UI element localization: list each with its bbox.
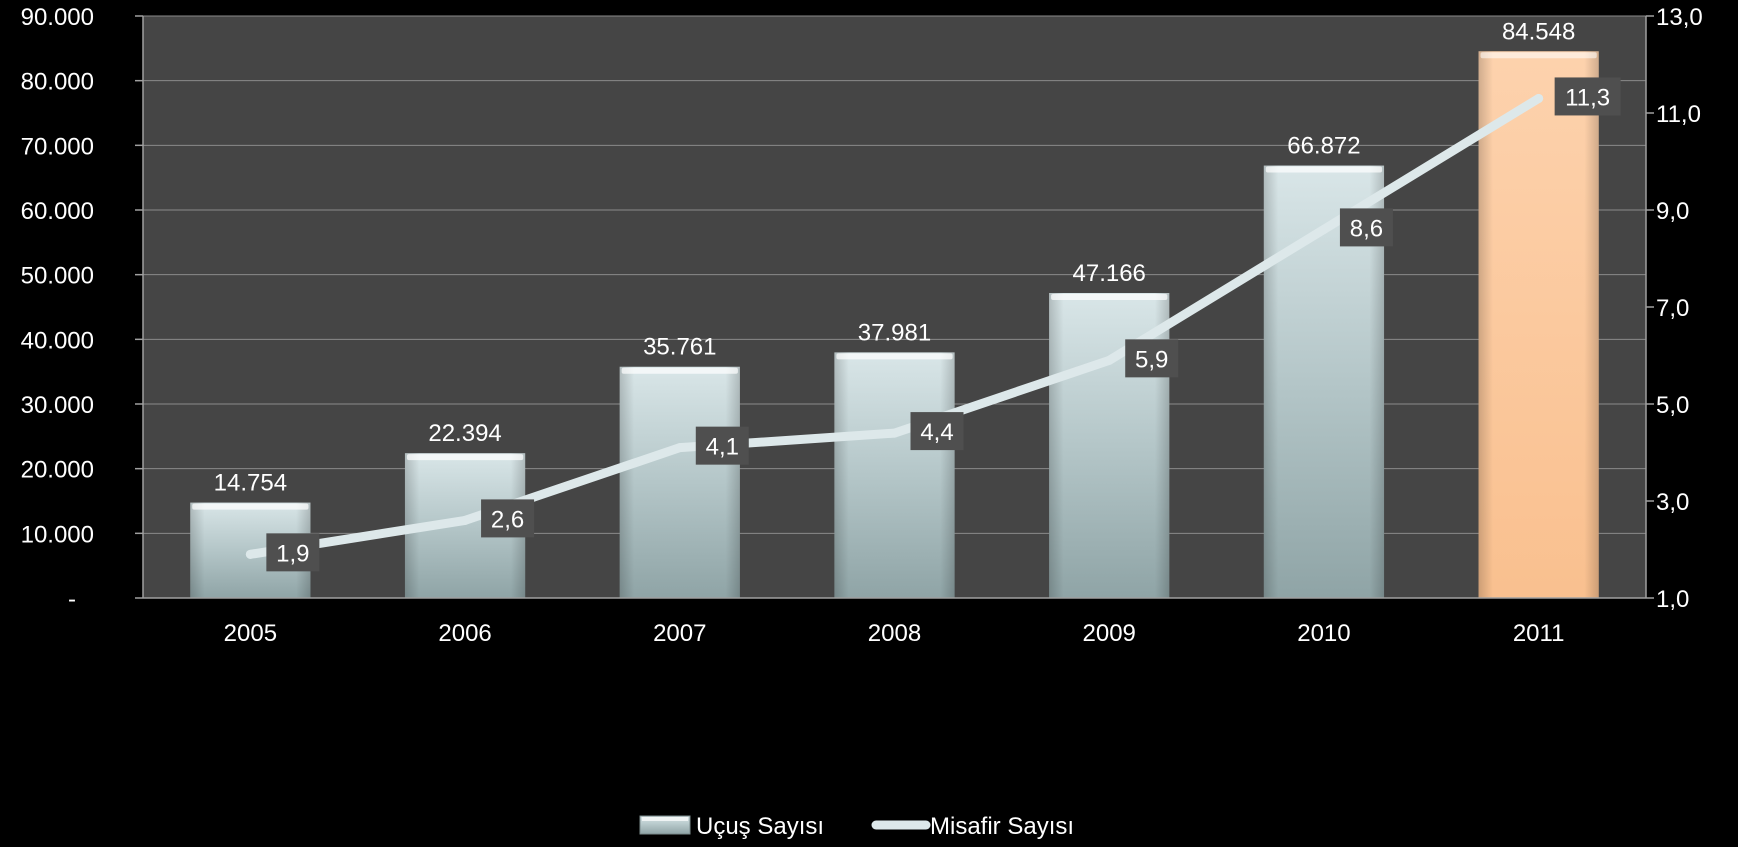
bar-shading	[834, 352, 955, 598]
bar-value-label: 37.981	[858, 319, 931, 346]
line-label-box	[695, 426, 749, 465]
line-point	[890, 428, 899, 438]
x-tick-label: 2009	[1083, 620, 1136, 647]
axes: - 10.000 20.000 30.000 40.000 50.000 60.000 70.…	[21, 4, 1703, 647]
y-right-tick-label: 9,0	[1656, 198, 1689, 225]
line-value-label: 11,3	[1565, 84, 1610, 111]
line-label-box	[481, 499, 535, 538]
line-label-box	[266, 533, 320, 572]
y-left-tick-label: 80.000	[21, 69, 94, 96]
line-point	[245, 549, 255, 559]
legend-swatch-bar-bevel	[642, 817, 688, 821]
line-label-box	[1339, 208, 1393, 247]
x-tick-label: 2007	[653, 620, 706, 647]
y-left-tick-label: 10.000	[21, 521, 94, 548]
line-point	[1534, 93, 1544, 103]
line-point	[460, 515, 470, 525]
y-right-tick-label: 3,0	[1656, 489, 1689, 516]
line-value-label: 1,9	[276, 540, 309, 567]
x-tick-label: 2006	[438, 620, 491, 647]
line-value-label: 8,6	[1350, 215, 1383, 242]
line-label-box	[910, 412, 964, 451]
line-value-label: 4,1	[706, 434, 739, 461]
legend-label-bar: Uçuş Sayısı	[696, 813, 824, 840]
bar-bevel	[621, 367, 738, 374]
bar-shading	[619, 366, 740, 598]
legend: Uçuş Sayısı Misafir Sayısı	[639, 813, 1074, 840]
x-tick-label: 2011	[1513, 620, 1565, 647]
x-tick-label: 2005	[224, 620, 277, 647]
y-left-tick-label: 60.000	[21, 198, 94, 225]
bar-value-label: 14.754	[214, 470, 287, 497]
line-point	[675, 443, 685, 453]
line-label-box	[1125, 339, 1179, 378]
bar-value-label: 84.548	[1502, 18, 1575, 45]
y-left-tick-label: 50.000	[21, 263, 94, 290]
bar-bevel	[192, 503, 309, 510]
bar-value-label: 22.394	[428, 420, 501, 447]
y-left-tick-label: 30.000	[21, 392, 94, 419]
y-left-tick-label: 40.000	[21, 327, 94, 354]
bar-bevel	[1051, 293, 1168, 300]
line-label-box	[1554, 77, 1621, 116]
line-value-label: 2,6	[491, 506, 524, 533]
bar-bevel	[406, 454, 524, 461]
line-point	[1319, 224, 1329, 234]
y-left-tick-label: -	[68, 586, 76, 613]
bar-bevel	[1265, 166, 1383, 173]
y-left-tick-label: 70.000	[21, 133, 94, 160]
y-right-tick-label: 7,0	[1656, 295, 1689, 322]
bar-shading	[1478, 51, 1599, 598]
y-left-tick-label: 20.000	[21, 457, 94, 484]
y-right-tick-label: 5,0	[1656, 392, 1689, 419]
bar-value-label: 47.166	[1073, 260, 1146, 287]
bar-bevel	[836, 353, 953, 360]
bar-value-label: 66.872	[1287, 133, 1360, 160]
x-tick-label: 2010	[1297, 620, 1350, 647]
bar-series: 14.754 22.394 35.761 37.981 47.166 66.872 84.5…	[190, 18, 1599, 598]
line-value-label: 4,4	[920, 419, 953, 446]
y-right-tick-label: 11,0	[1656, 101, 1701, 128]
legend-label-line: Misafir Sayısı	[930, 813, 1074, 840]
line-series: 1,9 2,6 4,1 4,4 5,9 8,6 11,3	[245, 77, 1621, 572]
bar-value-label: 35.761	[643, 334, 716, 361]
bar-bevel	[1480, 52, 1597, 59]
line-point	[1104, 355, 1114, 365]
x-tick-label: 2008	[868, 620, 921, 647]
y-right-tick-label: 1,0	[1656, 586, 1689, 613]
line-value-label: 5,9	[1135, 346, 1168, 373]
y-left-tick-label: 90.000	[21, 4, 94, 31]
y-right-tick-label: 13,0	[1656, 4, 1703, 31]
